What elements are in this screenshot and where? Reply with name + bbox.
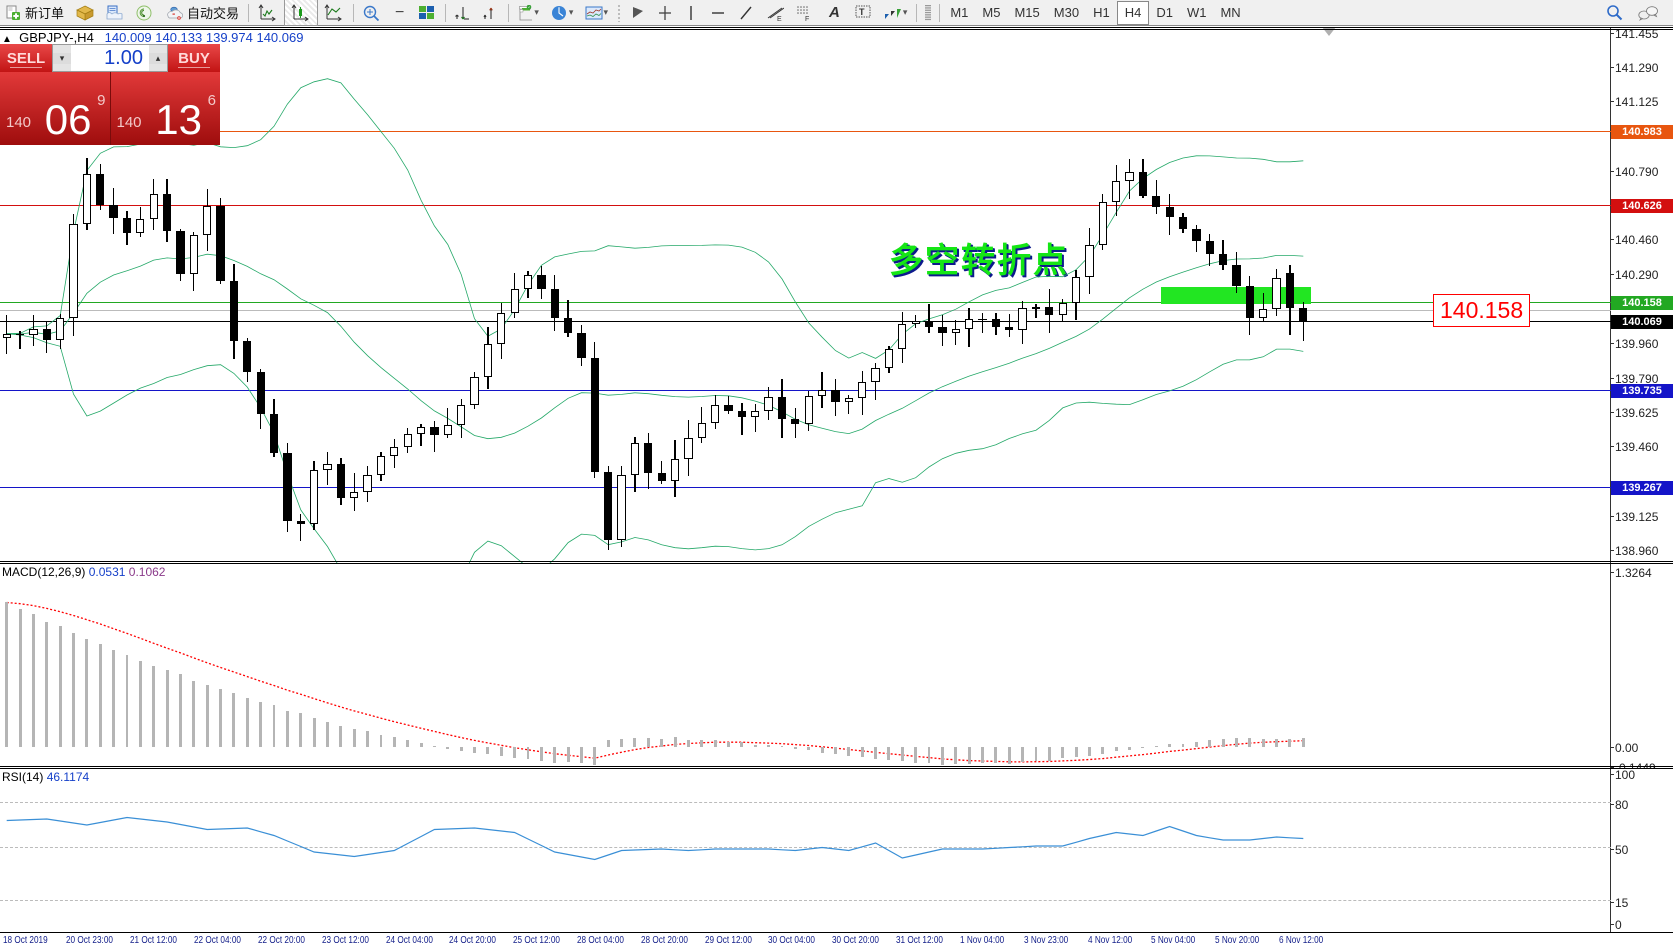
svg-text:F: F: [805, 16, 809, 21]
svg-text:T: T: [859, 7, 865, 17]
svg-text:E: E: [777, 16, 782, 21]
